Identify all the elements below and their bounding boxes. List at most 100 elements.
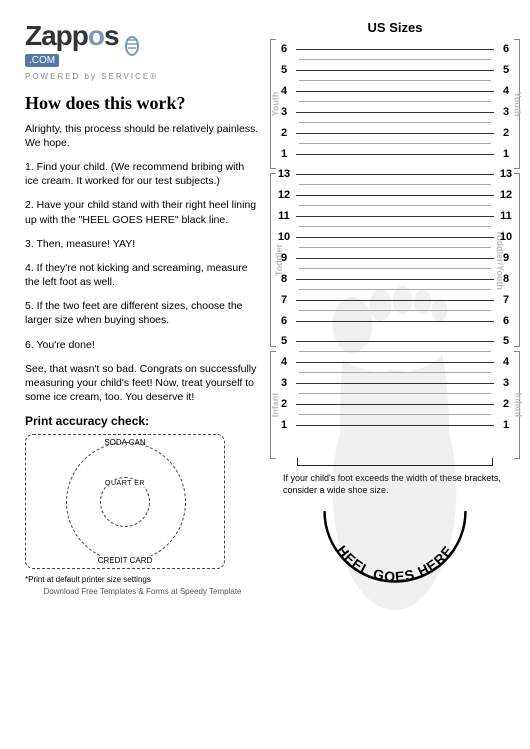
size-num-left: 5 xyxy=(275,64,293,76)
size-row: 99 xyxy=(275,248,515,268)
size-num-right: 11 xyxy=(497,210,515,222)
heel-arc: HEEL GOES HERE xyxy=(313,499,478,584)
size-row: 66 xyxy=(275,39,515,59)
main-heading: How does this work? xyxy=(25,93,260,114)
size-row: 33 xyxy=(275,373,515,393)
size-row: 10 10 xyxy=(275,227,515,247)
size-line xyxy=(296,362,494,363)
sizes-title: US Sizes xyxy=(275,20,515,35)
step-2: 2. Have your child stand with their righ… xyxy=(25,198,260,226)
size-line xyxy=(296,300,494,301)
size-line xyxy=(296,49,494,50)
size-ruler: YouthYouth665544332211ToddlerToddler/You… xyxy=(275,39,515,463)
size-line xyxy=(296,154,494,155)
size-line xyxy=(296,91,494,92)
size-line xyxy=(296,195,494,196)
quarter-label: QUART ER xyxy=(103,480,147,487)
outro-text: See, that wasn't so bad. Congrats on suc… xyxy=(25,362,260,405)
svg-text:HEEL GOES HERE: HEEL GOES HERE xyxy=(334,543,456,585)
download-note: Download Free Templates & Forms at Speed… xyxy=(25,587,260,596)
size-num-left: 11 xyxy=(275,210,293,222)
size-num-right: 2 xyxy=(497,398,515,410)
step-1: 1. Find your child. (We recommend bribin… xyxy=(25,160,260,188)
size-row: 55 xyxy=(275,60,515,80)
logo-tagline: POWERED by SERVICE® xyxy=(25,72,260,81)
size-line xyxy=(296,404,494,405)
intro-text: Alrighty, this process should be relativ… xyxy=(25,122,260,150)
size-row: 12 12 xyxy=(275,185,515,205)
size-num-right: 12 xyxy=(497,189,515,201)
size-line xyxy=(296,425,494,426)
size-num-left: 2 xyxy=(275,398,293,410)
size-line xyxy=(296,258,494,259)
size-num-right: 4 xyxy=(497,356,515,368)
credit-card-label: CREDIT CARD xyxy=(95,556,156,565)
size-row: 11 xyxy=(275,415,515,435)
size-row: 13 13 xyxy=(275,164,515,184)
size-row: 66 xyxy=(275,311,515,331)
size-line xyxy=(296,321,494,322)
size-line xyxy=(296,70,494,71)
logo-shoe-icon xyxy=(123,26,141,56)
size-row: 22 xyxy=(275,394,515,414)
size-num-right: 10 xyxy=(497,231,515,243)
size-num-right: 7 xyxy=(497,294,515,306)
size-row: 44 xyxy=(275,81,515,101)
size-row: 55 xyxy=(275,331,515,351)
size-num-right: 9 xyxy=(497,252,515,264)
size-row: 11 11 xyxy=(275,206,515,226)
size-row: 11 xyxy=(275,144,515,164)
size-num-right: 5 xyxy=(497,335,515,347)
size-num-right: 4 xyxy=(497,85,515,97)
size-num-left: 3 xyxy=(275,377,293,389)
logo-dotcom: .COM xyxy=(25,54,59,67)
size-line xyxy=(296,237,494,238)
size-num-left: 7 xyxy=(275,294,293,306)
size-num-right: 6 xyxy=(497,315,515,327)
size-line xyxy=(296,279,494,280)
size-num-right: 3 xyxy=(497,106,515,118)
logo-brand-end: s xyxy=(104,20,119,51)
size-line xyxy=(296,112,494,113)
size-num-right: 8 xyxy=(497,273,515,285)
size-line xyxy=(296,174,494,175)
size-num-right: 1 xyxy=(497,419,515,431)
size-row: 33 xyxy=(275,102,515,122)
size-row: 77 xyxy=(275,290,515,310)
size-num-right: 6 xyxy=(497,43,515,55)
logo-accent: o xyxy=(88,20,104,51)
left-column: Zappos .COM POWERED by SERVICE® How does… xyxy=(25,20,260,596)
size-num-left: 13 xyxy=(275,168,293,180)
size-num-left: 4 xyxy=(275,356,293,368)
logo-brand: Zapp xyxy=(25,20,88,51)
print-note: *Print at default printer size settings xyxy=(25,575,260,584)
step-6: 6. You're done! xyxy=(25,338,260,352)
size-num-left: 6 xyxy=(275,43,293,55)
size-num-left: 4 xyxy=(275,85,293,97)
size-num-right: 5 xyxy=(497,64,515,76)
size-num-left: 5 xyxy=(275,335,293,347)
size-num-right: 3 xyxy=(497,377,515,389)
size-line xyxy=(296,216,494,217)
size-num-left: 3 xyxy=(275,106,293,118)
size-num-left: 6 xyxy=(275,315,293,327)
size-num-left: 8 xyxy=(275,273,293,285)
accuracy-heading: Print accuracy check: xyxy=(25,414,260,428)
size-row: 88 xyxy=(275,269,515,289)
size-line xyxy=(296,341,494,342)
width-bracket xyxy=(297,458,493,466)
size-row: 44 xyxy=(275,352,515,372)
size-num-left: 10 xyxy=(275,231,293,243)
size-num-left: 1 xyxy=(275,148,293,160)
size-num-left: 12 xyxy=(275,189,293,201)
right-column: US Sizes YouthYouth665544332211ToddlerTo… xyxy=(275,20,515,596)
size-num-right: 2 xyxy=(497,127,515,139)
step-4: 4. If they're not kicking and screaming,… xyxy=(25,261,260,289)
size-num-right: 1 xyxy=(497,148,515,160)
logo: Zappos .COM POWERED by SERVICE® xyxy=(25,20,260,81)
step-5: 5. If the two feet are different sizes, … xyxy=(25,299,260,327)
step-3: 3. Then, measure! YAY! xyxy=(25,237,260,251)
size-num-right: 13 xyxy=(497,168,515,180)
size-row: 22 xyxy=(275,123,515,143)
size-num-left: 2 xyxy=(275,127,293,139)
